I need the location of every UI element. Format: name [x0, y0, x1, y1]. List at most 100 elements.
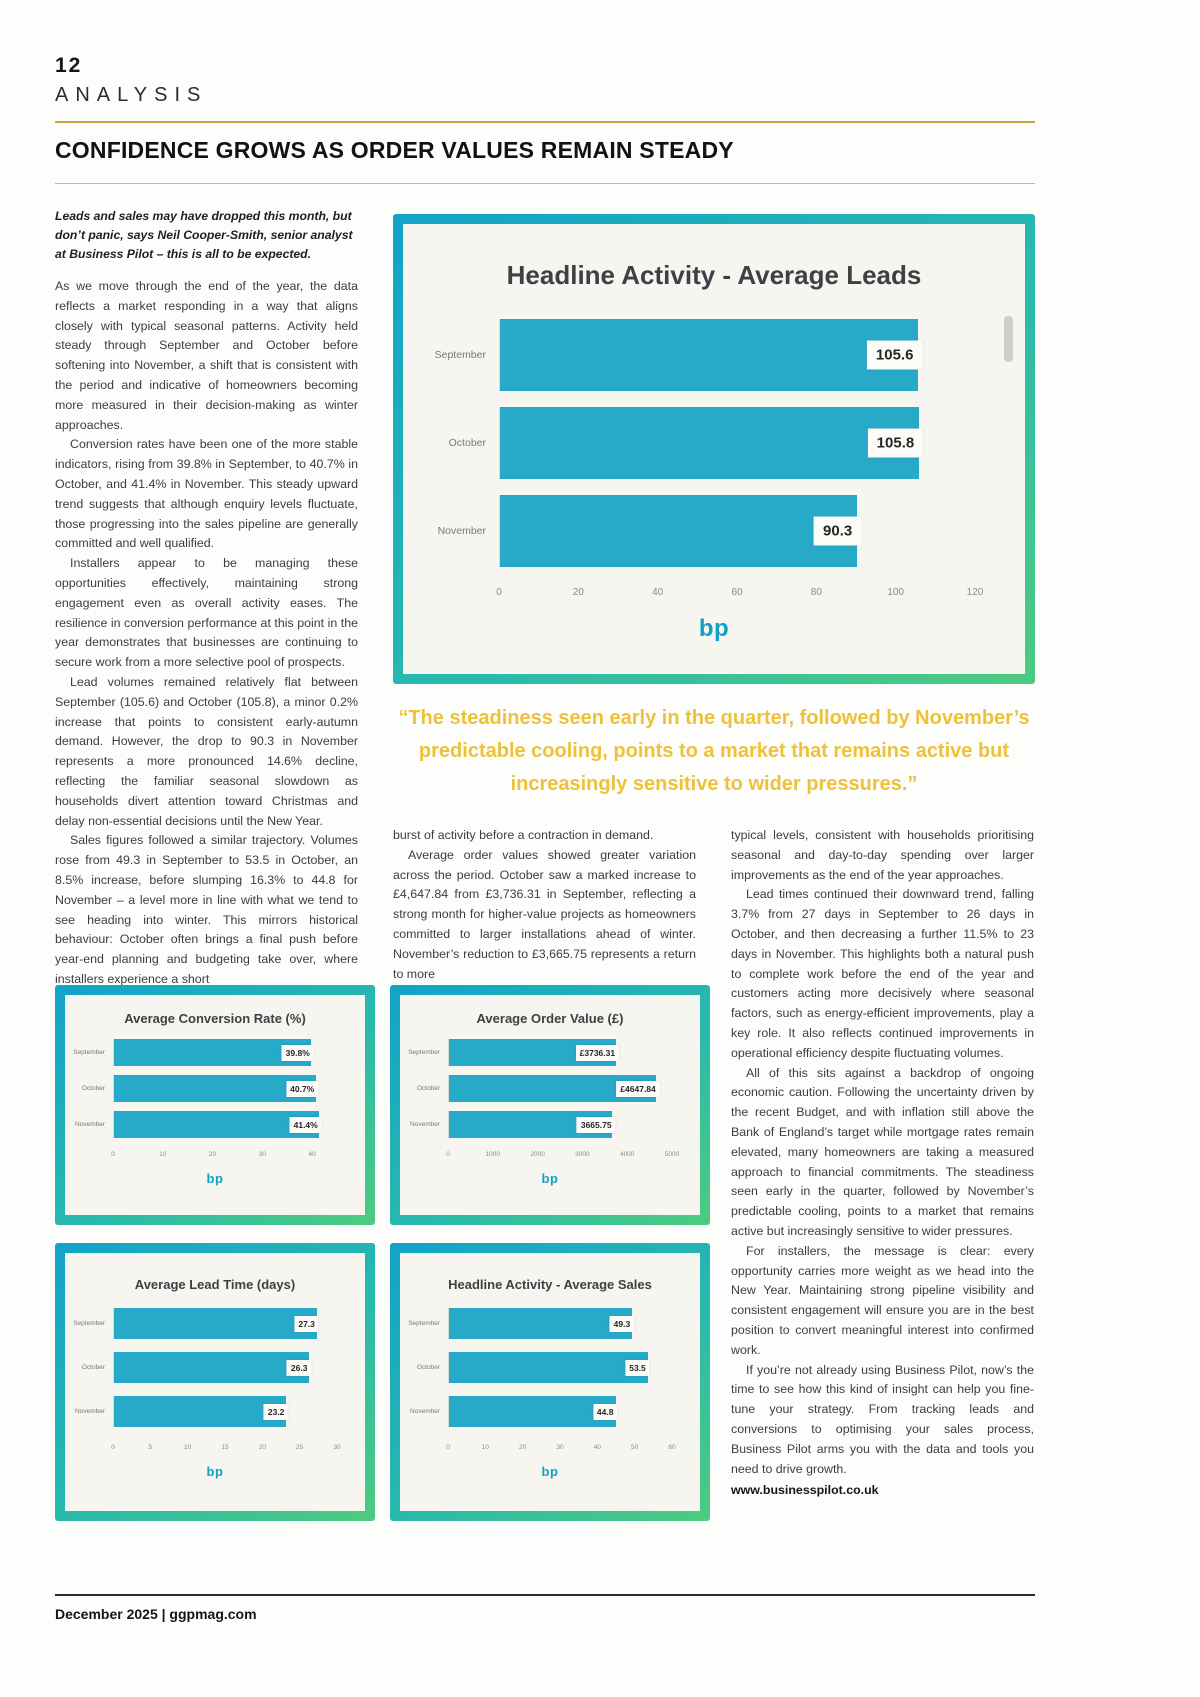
axis-tick: 0 [446, 1151, 450, 1158]
category-label: October [81, 1085, 105, 1092]
bar-value-label: 53.5 [625, 1359, 650, 1376]
bar [449, 1308, 633, 1339]
bar-track: £3736.31 [448, 1039, 672, 1066]
paragraph: If you’re not already using Business Pil… [731, 1362, 1034, 1476]
bar-value-label: 105.8 [867, 428, 924, 458]
bar-track: 53.5 [448, 1352, 672, 1383]
axis-tick: 40 [308, 1151, 316, 1158]
bar-row: October 105.8 [403, 407, 1025, 479]
chart-average-sales: Headline Activity - Average Sales Septem… [390, 1243, 710, 1521]
category-label: November [437, 525, 486, 537]
bar [114, 1075, 316, 1102]
paragraph: Lead volumes remained relatively flat be… [55, 674, 358, 828]
x-axis: 0 5 10 15 20 25 30 [111, 1444, 341, 1456]
axis-tick: 30 [556, 1444, 564, 1451]
bar [500, 407, 919, 479]
axis-tick: 3000 [575, 1151, 590, 1158]
chart-average-conversion-rate: Average Conversion Rate (%) September 39.… [55, 985, 375, 1225]
chart-canvas: Average Lead Time (days) September 27.3 Oc… [65, 1253, 365, 1511]
bar-row: November 3665.75 [400, 1111, 700, 1138]
website-url: www.businesspilot.co.uk [731, 1483, 879, 1498]
x-axis: 0 1000 2000 3000 4000 5000 [446, 1151, 679, 1163]
pull-quote: “The steadiness seen early in the quarte… [398, 707, 1030, 795]
paragraph: typical levels, consistent with househol… [731, 828, 1034, 882]
bar-track: 49.3 [448, 1308, 672, 1339]
category-label: October [416, 1364, 440, 1371]
bar-value-label: 26.3 [286, 1359, 312, 1376]
axis-tick: 120 [966, 587, 984, 598]
paragraph: Average order values showed greater vari… [393, 847, 696, 981]
category-label: November [410, 1121, 440, 1128]
article-column-2: burst of activity before a contraction i… [393, 826, 696, 981]
axis-tick: 10 [481, 1444, 489, 1451]
bp-logo: bp [698, 615, 730, 642]
category-label: September [408, 1320, 440, 1327]
category-label: September [408, 1049, 440, 1056]
plot-area: September 105.6 October 105.8 November 90.3 [403, 319, 1025, 583]
category-label: November [410, 1408, 440, 1415]
bar-row: October 26.3 [65, 1352, 365, 1383]
category-label: October [448, 437, 486, 449]
axis-tick: 10 [184, 1444, 192, 1451]
paragraph: Lead times continued their downward tren… [731, 887, 1034, 1060]
bar-value-label: 3665.75 [576, 1116, 616, 1133]
bar [449, 1396, 616, 1427]
bar-track: 41.4% [113, 1111, 337, 1138]
paragraph: Conversion rates have been one of the mo… [55, 437, 358, 551]
bar-row: October 53.5 [400, 1352, 700, 1383]
axis-tick: 0 [111, 1444, 115, 1451]
bar-value-label: 49.3 [609, 1315, 635, 1332]
axis-tick: 80 [810, 587, 822, 598]
bar-row: September £3736.31 [400, 1039, 700, 1066]
axis-tick: 4000 [619, 1151, 635, 1158]
chart-title: Headline Activity - Average Leads [506, 260, 922, 290]
bar-value-label: 40.7% [286, 1080, 319, 1097]
gold-divider [55, 121, 1035, 123]
bar-value-label: 105.6 [866, 340, 923, 370]
intro-standfirst: Leads and sales may have dropped this mo… [55, 209, 353, 261]
bar-row: September 49.3 [400, 1308, 700, 1339]
axis-tick: 30 [258, 1151, 266, 1158]
bar-track: 105.6 [499, 319, 975, 391]
bar-row: November 44.8 [400, 1396, 700, 1427]
chart-title: Average Order Value (£) [476, 1011, 624, 1026]
chart-title: Average Conversion Rate (%) [124, 1011, 306, 1026]
bar-track: 44.8 [448, 1396, 672, 1427]
bp-logo: bp [206, 1464, 224, 1479]
bar-value-label: £4647.84 [616, 1080, 660, 1097]
axis-tick: 2000 [530, 1151, 545, 1158]
bar-track: 27.3 [113, 1308, 337, 1339]
bar-track: 23.2 [113, 1396, 337, 1427]
bar-value-label: 23.2 [263, 1403, 289, 1420]
bar-row: November 23.2 [65, 1396, 365, 1427]
bar-row: October 40.7% [65, 1075, 365, 1102]
axis-tick: 60 [731, 587, 743, 598]
column-3-paragraphs: typical levels, consistent with househol… [731, 826, 1034, 1479]
axis-tick: 0 [496, 587, 502, 598]
axis-tick: 20 [519, 1444, 527, 1451]
bar-value-label: 41.4% [289, 1116, 322, 1133]
x-axis: 0 20 40 60 80 100 120 [496, 587, 983, 605]
chart-average-order-value: Average Order Value (£) September £3736.3… [390, 985, 710, 1225]
bar-value-label: 39.8% [281, 1044, 314, 1061]
bar [114, 1396, 287, 1427]
axis-tick: 20 [208, 1151, 217, 1158]
bar-row: September 39.8% [65, 1039, 365, 1066]
category-label: November [75, 1408, 105, 1415]
chart-title: Average Lead Time (days) [134, 1277, 296, 1292]
axis-tick: 5 [148, 1444, 153, 1451]
bar [500, 319, 918, 391]
axis-tick: 30 [333, 1444, 341, 1451]
bar [114, 1352, 310, 1383]
axis-tick: 50 [631, 1444, 639, 1451]
scrollbar[interactable] [1004, 316, 1013, 362]
bar-row: September 105.6 [403, 319, 1025, 391]
bar [114, 1039, 312, 1066]
axis-tick: 20 [572, 587, 584, 598]
axis-tick: 25 [296, 1444, 304, 1451]
paragraph: burst of activity before a contraction i… [393, 828, 654, 842]
axis-tick: 40 [593, 1444, 601, 1451]
bar-track: 39.8% [113, 1039, 337, 1066]
paragraph: Installers appear to be managing these o… [55, 556, 358, 670]
bar-track: 3665.75 [448, 1111, 672, 1138]
